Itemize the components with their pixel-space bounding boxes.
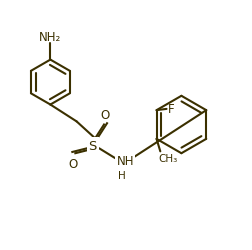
Text: H: H	[117, 170, 125, 180]
Text: O: O	[68, 157, 77, 170]
Text: NH₂: NH₂	[39, 30, 61, 44]
Text: O: O	[100, 108, 109, 121]
Text: NH: NH	[116, 154, 134, 168]
Text: S: S	[88, 140, 97, 152]
Text: CH₃: CH₃	[158, 153, 177, 163]
Text: F: F	[167, 103, 174, 116]
